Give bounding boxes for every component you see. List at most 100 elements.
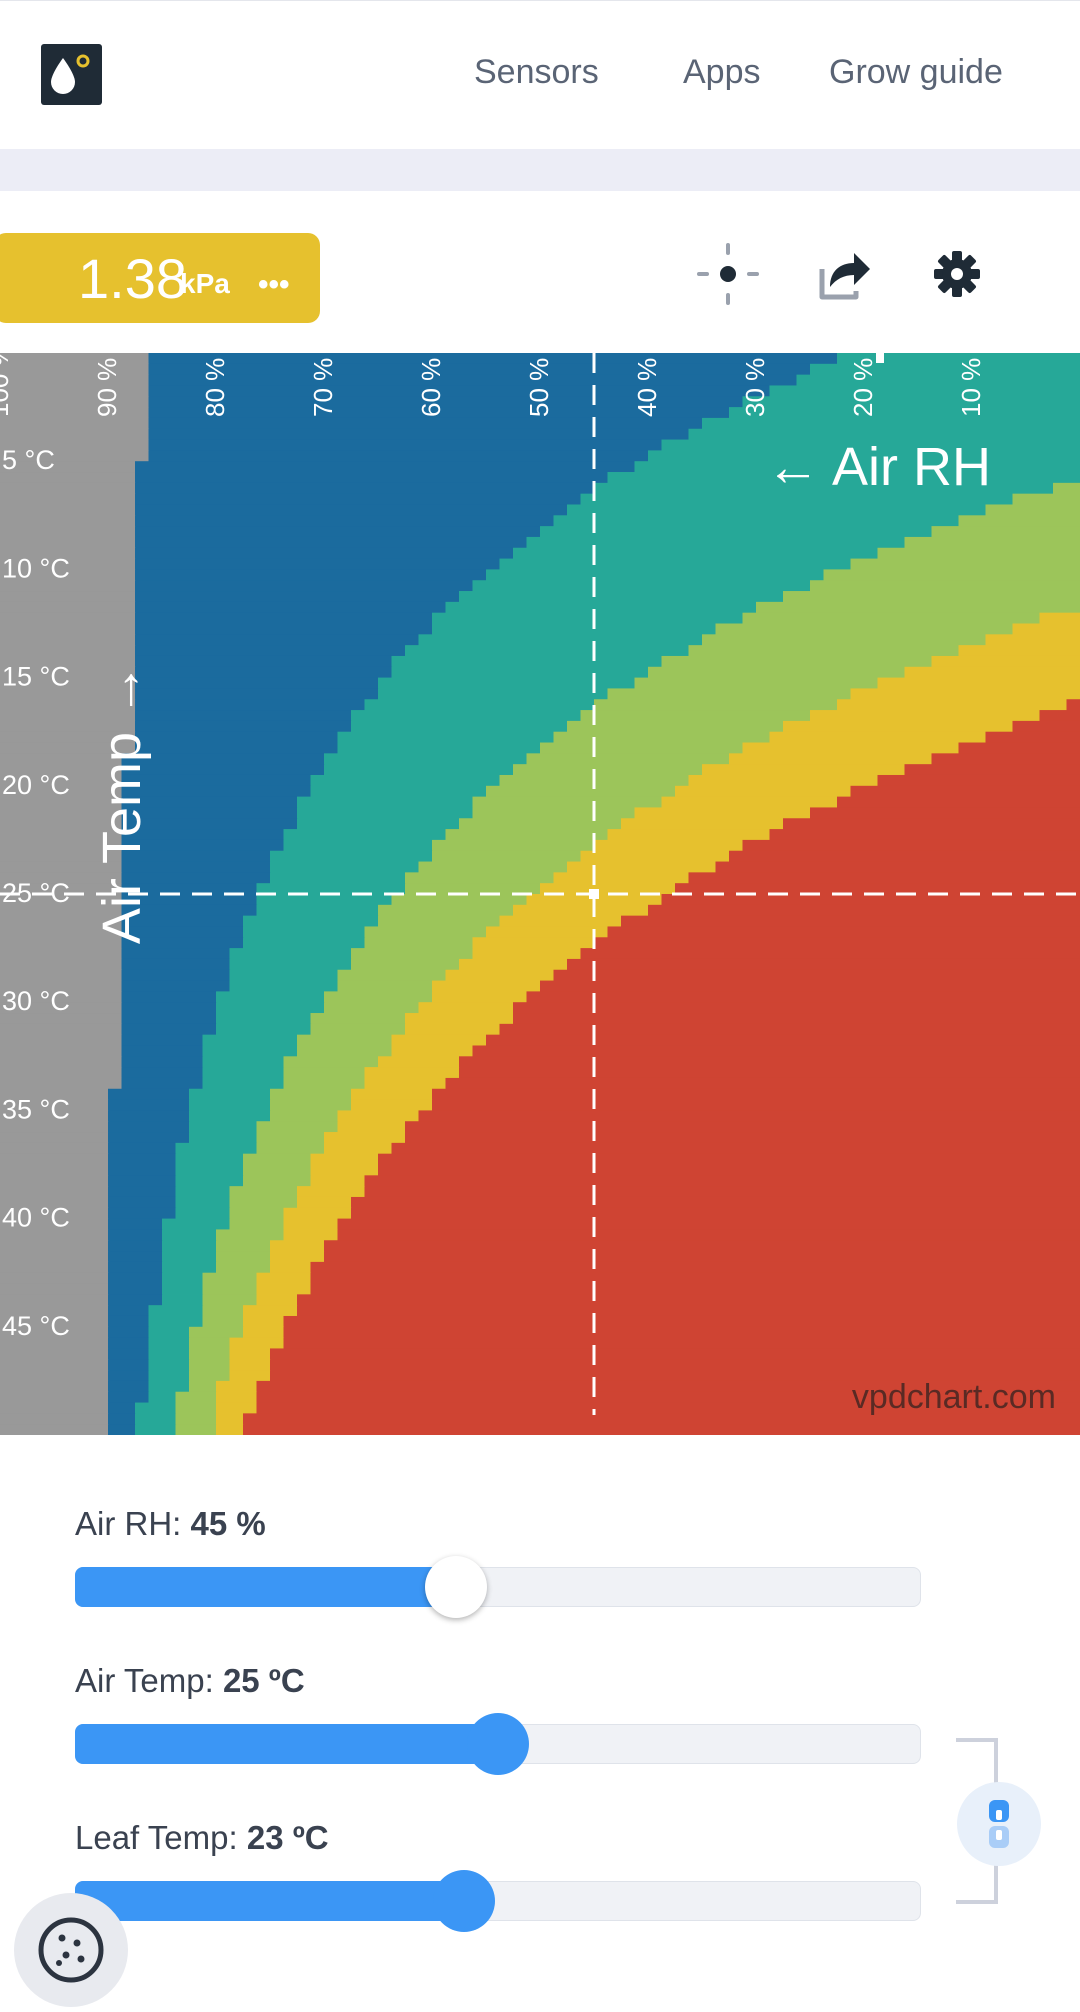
heatmap-cell [176,1413,217,1424]
heatmap-cell [135,569,487,580]
heatmap-cell [365,937,474,948]
heatmap-cell [176,1143,258,1154]
heatmap-cell [270,1100,352,1111]
heatmap-cell [324,1251,1080,1262]
crosshair-button[interactable] [693,239,763,309]
heatmap-cell [135,526,541,537]
heatmap-cell [270,1251,325,1262]
heatmap-cell [0,1381,109,1392]
heatmap-cell [162,1219,230,1230]
cursor-point[interactable] [589,889,599,899]
heatmap-cell [135,613,433,624]
heatmap-cell [311,786,487,797]
y-tick-label: 35 °C [2,1094,70,1124]
x-tick-label: 70 % [308,358,338,417]
heatmap-cell [135,472,608,483]
heatmap-cell [473,937,595,948]
heatmap-cell [0,537,136,548]
heatmap-cell [0,364,149,375]
heatmap-cell [297,1186,365,1197]
heatmap-cell [108,1197,176,1208]
air-rh-value: 45 % [191,1505,266,1542]
air-temp-slider-thumb[interactable] [467,1713,529,1775]
heatmap-cell [284,1208,352,1219]
heatmap-cell [0,959,122,970]
heatmap-cell [203,1045,298,1056]
y-tick-label: 45 °C [2,1311,70,1341]
heatmap-cell [135,732,338,743]
heatmap-cell [729,753,932,764]
heatmap-cell [365,1186,1080,1197]
heatmap-cell [189,1370,230,1381]
nav-grow-guide[interactable]: Grow guide [829,53,1003,92]
leaf-temp-slider-thumb[interactable] [433,1870,495,1932]
x-tick-label: 100 % [0,353,14,417]
heatmap-cell [851,786,1080,797]
nav-sensors[interactable]: Sensors [474,53,599,92]
settings-button[interactable] [922,239,992,309]
heatmap-cell [783,591,1080,602]
heatmap-cell [567,959,1080,970]
heatmap-cell [0,613,136,624]
link-temps-button[interactable] [957,1782,1041,1866]
heatmap-cell [351,948,473,959]
heatmap-cell [365,1175,1080,1186]
heatmap-cell [149,364,811,375]
heatmap-cell [270,1240,325,1251]
nav-apps[interactable]: Apps [683,53,761,92]
heatmap-cell [419,1110,1080,1121]
heatmap-cell [837,699,1067,710]
heatmap-cell [270,1359,1080,1370]
air-rh-slider-thumb[interactable] [425,1556,487,1618]
cookie-button[interactable] [14,1893,128,2007]
heatmap-cell [230,959,352,970]
heatmap-cell [716,862,1080,873]
heatmap-cell [513,1013,1080,1024]
heatmap-cell [108,1089,190,1100]
heatmap-cell [0,1251,109,1262]
heatmap-cell [1067,699,1080,710]
heatmap-cell [297,807,473,818]
vpd-heatmap[interactable]: 100 %90 %80 %70 %60 %50 %40 %30 %20 %10 … [0,353,1080,1435]
heatmap-cell [216,991,325,1002]
heatmap-cell [419,1002,514,1013]
heatmap-cell [338,732,555,743]
heatmap-cell [108,1381,149,1392]
heatmap-cell [540,526,932,537]
heatmap-cell [405,1132,1080,1143]
heatmap-cell [419,862,568,873]
x-tick-label: 20 % [848,358,878,417]
heatmap-cell [0,634,136,645]
heatmap-cell [243,937,365,948]
heatmap-cell [0,1067,122,1078]
heatmap-cell [176,1175,244,1186]
vpd-more-button[interactable]: ••• [258,268,290,302]
heatmap-cell [324,1143,392,1154]
heatmap-cell [770,732,987,743]
heatmap-cell [513,548,878,559]
heatmap-cell [135,721,352,732]
heatmap-cell [257,905,379,916]
share-icon [808,239,878,309]
heatmap-cell [0,1413,109,1424]
heatmap-cell [594,840,743,851]
vpd-chart[interactable]: 100 %90 %80 %70 %60 %50 %40 %30 %20 %10 … [0,353,1080,1435]
heatmap-cell [189,1348,230,1359]
heatmap-cell [405,872,554,883]
logo[interactable] [41,44,102,105]
heatmap-cell [662,797,838,808]
heatmap-cell [0,1348,109,1359]
heatmap-cell [0,1403,109,1414]
heatmap-cell [135,710,352,721]
share-button[interactable] [808,239,878,309]
heatmap-cell [149,1348,190,1359]
heatmap-cell [500,916,622,927]
heatmap-cell [122,1078,204,1089]
heatmap-cell [378,916,500,927]
heatmap-cell [284,1067,366,1078]
heatmap-cell [378,905,514,916]
heatmap-cell [338,1219,1080,1230]
heatmap-cell [0,1370,109,1381]
heatmap-cell [527,537,906,548]
heatmap-cell [378,1154,1080,1165]
